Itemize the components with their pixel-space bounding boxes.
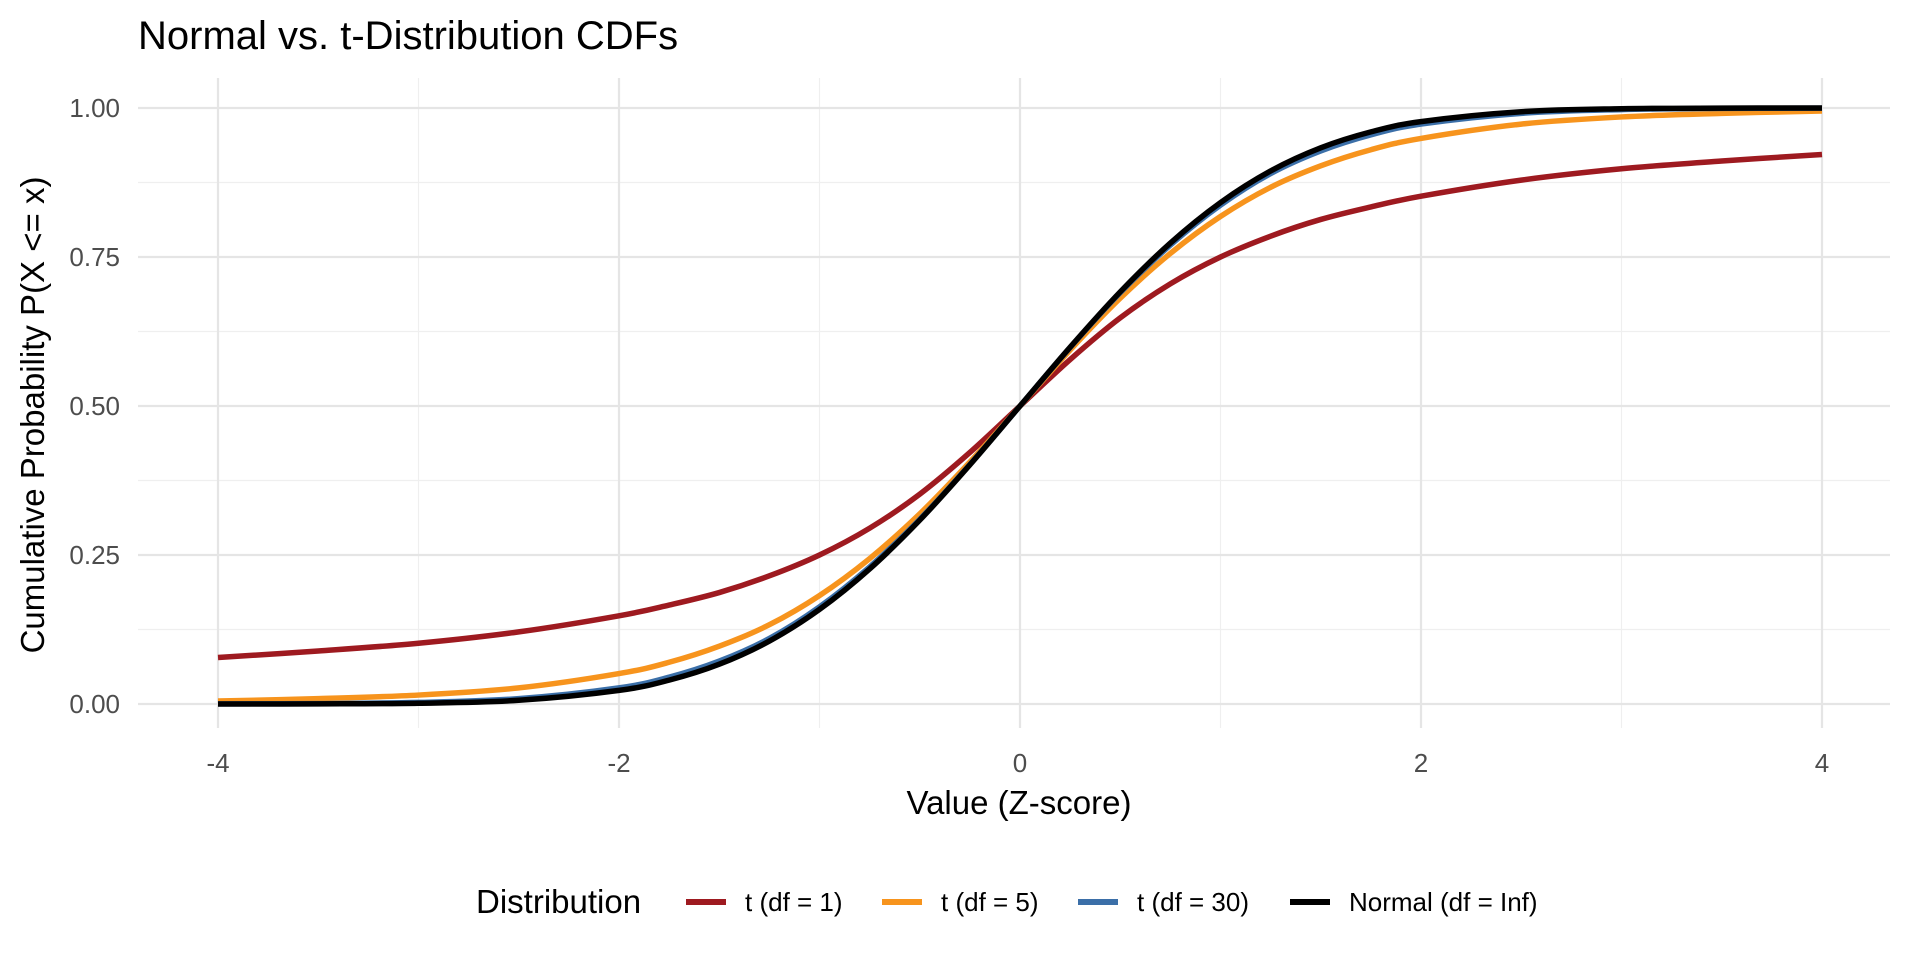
legend: Distribution t (df = 1) t (df = 5) t (df =…	[476, 883, 1538, 920]
y-axis-ticks: 0.00 0.25 0.50 0.75 1.00	[69, 93, 120, 719]
legend-label: t (df = 1)	[745, 887, 843, 917]
y-axis-title: Cumulative Probability P(X <= x)	[14, 177, 51, 654]
series-line-4	[217, 105, 1823, 707]
y-tick-label: 0.75	[69, 242, 120, 272]
grid	[138, 78, 1890, 728]
x-axis-title: Value (Z-score)	[907, 784, 1132, 821]
x-tick-label: -2	[607, 748, 630, 778]
y-tick-label: 0.00	[69, 689, 120, 719]
x-tick-label: 4	[1815, 748, 1829, 778]
legend-label: Normal (df = Inf)	[1349, 887, 1538, 917]
x-tick-label: 0	[1013, 748, 1027, 778]
y-tick-label: 1.00	[69, 93, 120, 123]
chart-title: Normal vs. t-Distribution CDFs	[138, 14, 678, 58]
series-lines	[217, 105, 1823, 707]
x-axis-ticks: -4 -2 0 2 4	[206, 748, 1829, 778]
y-tick-label: 0.50	[69, 391, 120, 421]
x-tick-label: -4	[206, 748, 229, 778]
legend-label: t (df = 5)	[941, 887, 1039, 917]
legend-label: t (df = 30)	[1137, 887, 1249, 917]
y-tick-label: 0.25	[69, 540, 120, 570]
legend-title: Distribution	[476, 883, 641, 920]
x-tick-label: 2	[1414, 748, 1428, 778]
